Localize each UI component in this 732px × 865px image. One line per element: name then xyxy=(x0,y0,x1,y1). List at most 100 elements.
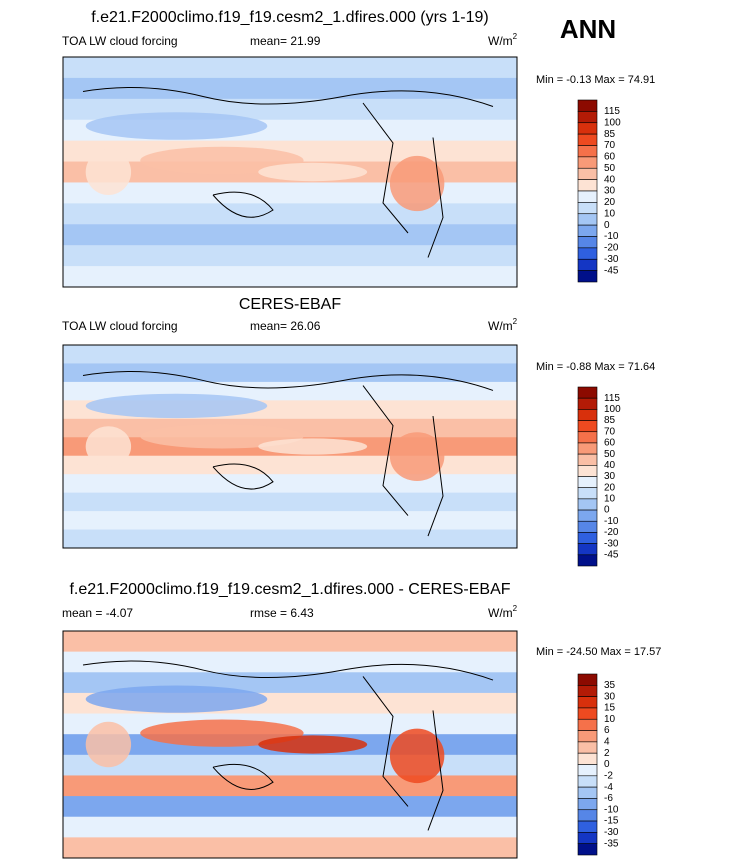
map-feature xyxy=(85,426,132,467)
colorbar-box xyxy=(577,476,598,488)
colorbar-box xyxy=(577,111,598,124)
colorbar-box xyxy=(577,453,598,466)
center-label: rmse = 6.43 xyxy=(250,606,314,620)
colorbar-label: 35 xyxy=(604,680,616,691)
colorbar-box xyxy=(577,247,598,260)
colorbar-box xyxy=(577,707,598,720)
colorbar-box xyxy=(577,520,598,533)
colorbar-label: 85 xyxy=(604,415,616,426)
colorbar-label: -10 xyxy=(604,804,619,815)
map-band xyxy=(63,529,517,549)
colorbar-box xyxy=(577,202,598,215)
map-feature xyxy=(85,393,268,419)
map-feature xyxy=(258,735,368,754)
map-band xyxy=(63,492,517,512)
colorbar-box xyxy=(577,99,598,112)
colorbar-box xyxy=(577,696,598,709)
colorbar-label: -6 xyxy=(604,793,613,804)
colorbar-box xyxy=(577,397,598,410)
map-band xyxy=(63,182,517,204)
colorbar-box xyxy=(577,224,598,237)
colorbar-box xyxy=(577,487,598,500)
coastline xyxy=(82,660,494,831)
colorbar-box xyxy=(577,236,598,249)
colorbar-label: 100 xyxy=(604,404,621,415)
colorbar-box xyxy=(577,156,598,169)
map-band xyxy=(63,775,517,797)
colorbar-label: -30 xyxy=(604,827,619,838)
map-band xyxy=(63,57,517,79)
colorbar-label: 115 xyxy=(604,106,620,117)
colorbar-label: 0 xyxy=(604,759,610,770)
colorbar-box xyxy=(577,820,598,833)
colorbar-box xyxy=(577,145,598,158)
colorbar-box xyxy=(577,190,598,203)
map-feature xyxy=(389,728,445,784)
map-band xyxy=(63,245,517,267)
left-label: TOA LW cloud forcing xyxy=(62,34,178,48)
units: W/m2 xyxy=(488,32,518,48)
colorbar-label: 20 xyxy=(604,482,616,493)
map-feature xyxy=(258,162,368,182)
colorbar-label: 15 xyxy=(604,703,616,714)
map-feature xyxy=(389,155,445,212)
colorbar-label: 40 xyxy=(604,174,616,185)
colorbar-label: -20 xyxy=(604,243,619,254)
panel-title: CERES-EBAF xyxy=(239,296,341,313)
season-title: ANN xyxy=(560,14,616,44)
colorbar-label: -20 xyxy=(604,527,619,538)
map-band xyxy=(63,455,517,475)
map-feature xyxy=(258,438,368,455)
center-label: mean= 21.99 xyxy=(250,34,321,48)
panel-title: f.e21.F2000climo.f19_f19.cesm2_1.dfires.… xyxy=(69,581,510,598)
colorbar-box xyxy=(577,543,598,556)
map-feature xyxy=(389,432,445,482)
units-base: W/m xyxy=(488,606,513,620)
colorbar-box xyxy=(577,179,598,192)
colorbar-label: 30 xyxy=(604,471,616,482)
units: W/m2 xyxy=(488,317,518,333)
map-band xyxy=(63,651,517,673)
map-band xyxy=(63,345,517,364)
left-label: TOA LW cloud forcing xyxy=(62,319,178,333)
colorbar-label: 70 xyxy=(604,426,616,437)
colorbar-box xyxy=(577,167,598,180)
colorbar-box xyxy=(577,420,598,433)
colorbar-box xyxy=(577,258,598,271)
colorbar-label: 50 xyxy=(604,163,616,174)
colorbar-box xyxy=(577,509,598,522)
colorbar-label: -45 xyxy=(604,549,619,560)
coastline xyxy=(82,87,494,258)
colorbar-box xyxy=(577,122,598,135)
map-feature xyxy=(140,146,304,175)
map-band xyxy=(63,754,517,776)
colorbar-label: 50 xyxy=(604,449,616,460)
colorbar-label: -10 xyxy=(604,516,619,527)
map-feature xyxy=(140,719,304,747)
coastline xyxy=(82,370,494,537)
units-base: W/m xyxy=(488,319,513,333)
colorbar-box xyxy=(577,798,598,811)
colorbar-label: 85 xyxy=(604,129,616,140)
colorbar-label: 10 xyxy=(604,714,616,725)
colorbar-label: -2 xyxy=(604,770,613,781)
colorbar-label: 100 xyxy=(604,117,621,128)
map-feature xyxy=(140,424,304,449)
colorbar-label: 30 xyxy=(604,691,616,702)
min-max: Min = -24.50 Max = 17.57 xyxy=(536,646,661,658)
colorbar-label: 4 xyxy=(604,737,610,748)
colorbar-box xyxy=(577,554,598,567)
colorbar-box xyxy=(577,809,598,822)
map-band xyxy=(63,511,517,531)
colorbar-label: 10 xyxy=(604,208,616,219)
units-base: W/m xyxy=(488,34,513,48)
colorbar-box xyxy=(577,718,598,731)
map-band xyxy=(63,816,517,838)
units-exp: 2 xyxy=(513,317,518,326)
colorbar-label: 20 xyxy=(604,197,616,208)
map-feature xyxy=(85,149,132,195)
units-exp: 2 xyxy=(513,604,518,613)
colorbar-box xyxy=(577,764,598,777)
colorbar-label: 0 xyxy=(604,220,610,231)
